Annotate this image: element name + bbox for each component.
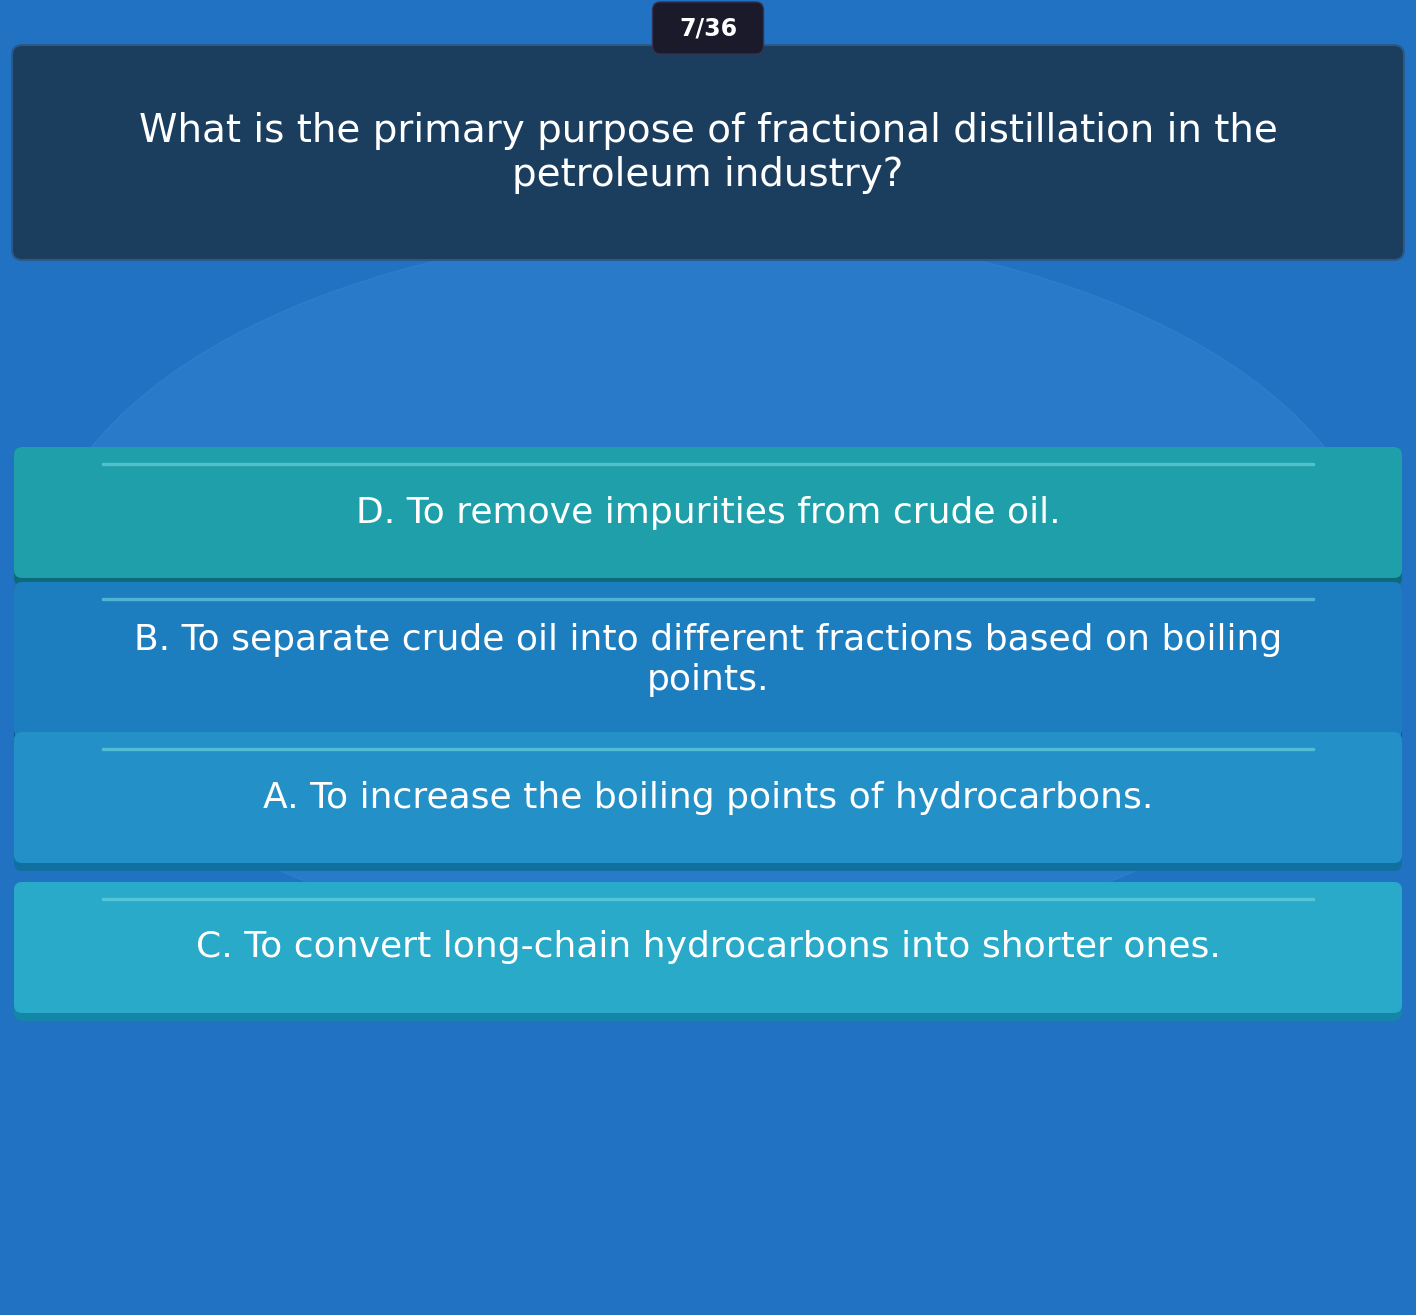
Ellipse shape — [35, 230, 1381, 953]
Text: B. To separate crude oil into different fractions based on boiling
points.: B. To separate crude oil into different … — [135, 623, 1281, 697]
FancyBboxPatch shape — [11, 45, 1405, 260]
FancyBboxPatch shape — [14, 732, 1402, 863]
Text: D. To remove impurities from crude oil.: D. To remove impurities from crude oil. — [355, 496, 1061, 530]
Bar — [102, 898, 1314, 899]
FancyBboxPatch shape — [14, 583, 1402, 746]
FancyBboxPatch shape — [14, 447, 1402, 579]
Text: 7/36: 7/36 — [678, 16, 738, 39]
Text: C. To convert long-chain hydrocarbons into shorter ones.: C. To convert long-chain hydrocarbons in… — [195, 931, 1221, 964]
FancyBboxPatch shape — [14, 447, 1402, 586]
FancyBboxPatch shape — [14, 732, 1402, 871]
FancyBboxPatch shape — [14, 882, 1402, 1020]
FancyBboxPatch shape — [14, 882, 1402, 1013]
FancyBboxPatch shape — [653, 3, 763, 54]
Bar — [102, 748, 1314, 750]
Text: A. To increase the boiling points of hydrocarbons.: A. To increase the boiling points of hyd… — [263, 781, 1153, 814]
Bar — [102, 463, 1314, 466]
Text: What is the primary purpose of fractional distillation in the
petroleum industry: What is the primary purpose of fractiona… — [139, 112, 1277, 193]
Bar — [102, 598, 1314, 600]
FancyBboxPatch shape — [14, 583, 1402, 738]
